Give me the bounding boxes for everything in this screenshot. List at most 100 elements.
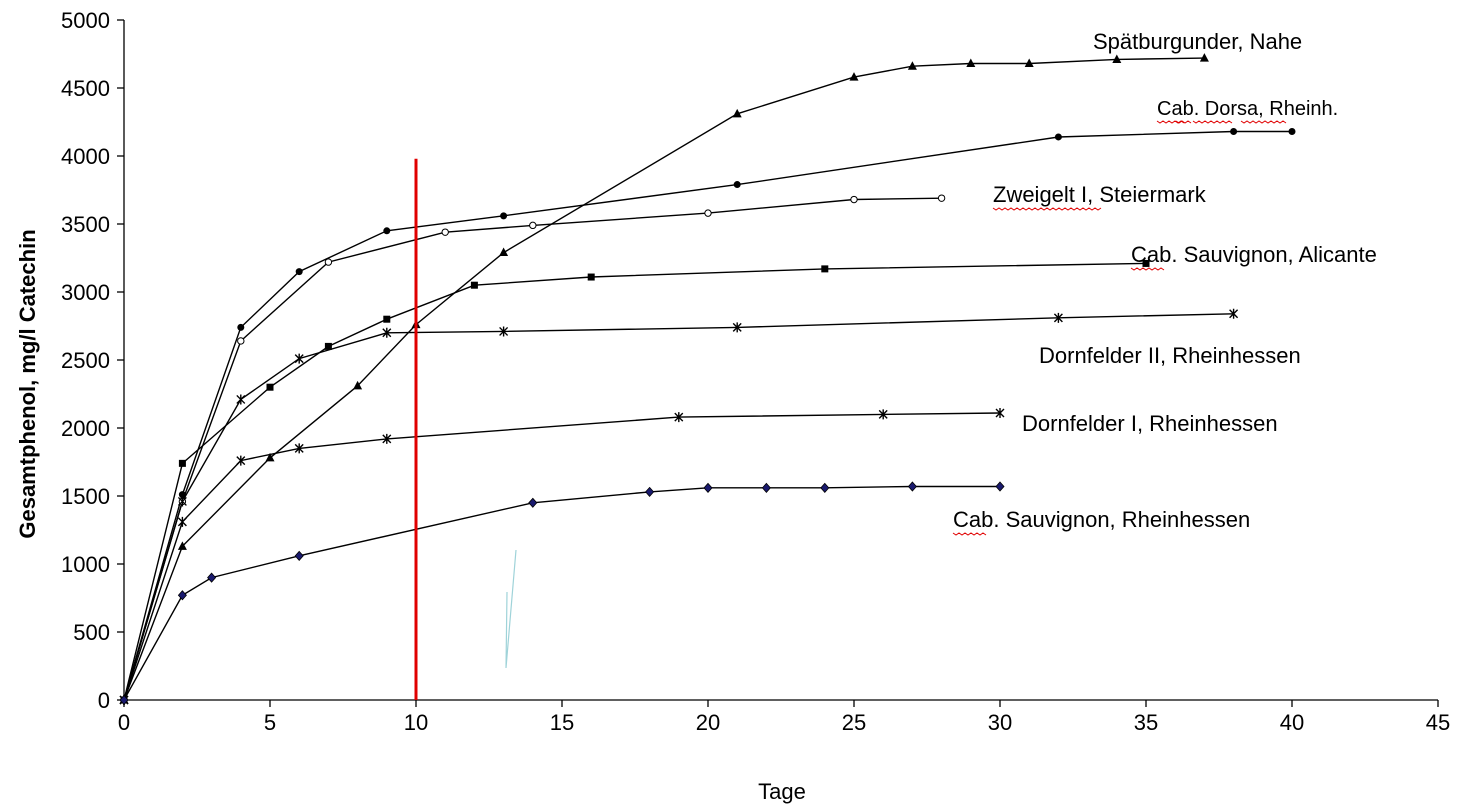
triangle-marker xyxy=(499,247,509,257)
diamond-marker xyxy=(645,486,655,498)
asterisk-marker xyxy=(1053,312,1063,323)
x-tick-label: 40 xyxy=(1280,710,1304,735)
open-circle-marker xyxy=(324,258,333,266)
asterisk-marker xyxy=(382,327,392,338)
y-axis-title: Gesamtphenol, mg/l Catechin xyxy=(15,229,40,538)
asterisk-marker xyxy=(236,455,246,466)
circle-marker xyxy=(500,212,508,220)
series-line-5 xyxy=(123,412,1001,701)
series-label-dornfelder-1: Dornfelder I, Rheinhessen xyxy=(1022,411,1278,436)
circle-marker xyxy=(1054,133,1062,141)
open-circle-marker xyxy=(441,228,449,236)
asterisk-marker xyxy=(177,496,187,507)
series-line-2 xyxy=(123,197,942,701)
spellcheck-underline xyxy=(1130,267,1165,271)
y-tick-label: 4000 xyxy=(61,144,110,169)
series-lines xyxy=(123,57,1292,701)
diamond-marker xyxy=(995,481,1005,492)
square-marker xyxy=(821,265,829,273)
triangle-marker xyxy=(849,72,859,81)
x-tick-label: 0 xyxy=(118,710,130,735)
asterisk-marker xyxy=(294,353,304,364)
asterisk-marker xyxy=(236,394,246,405)
asterisk-marker xyxy=(878,409,888,420)
diamond-marker xyxy=(703,482,713,493)
triangle-marker xyxy=(1024,58,1034,68)
triangle-marker xyxy=(1112,54,1122,63)
open-circle-marker xyxy=(704,209,712,217)
square-marker xyxy=(470,281,478,289)
triangle-marker xyxy=(907,61,917,70)
diamond-marker xyxy=(207,572,217,583)
spellcheck-underline xyxy=(1240,120,1287,124)
y-tick-label: 1500 xyxy=(61,484,110,509)
circle-marker xyxy=(1288,128,1296,136)
diamond-marker xyxy=(119,694,129,706)
series-label-cab-sauvignon-rheinhessen: Cab. Sauvignon, Rheinhessen xyxy=(953,507,1250,532)
square-marker xyxy=(383,315,391,323)
circle-marker xyxy=(383,227,391,235)
y-tick-label: 4500 xyxy=(61,76,110,101)
spellcheck-underline xyxy=(992,207,1102,211)
circle-marker xyxy=(1230,128,1238,136)
open-circle-marker xyxy=(237,337,245,345)
series-label-cab-dorsa: Cab. Dorsa, Rheinh. xyxy=(1157,98,1338,120)
x-tick-label: 20 xyxy=(696,710,720,735)
spellcheck-underline xyxy=(1192,120,1233,124)
ticks: 0 5 10 15 20 25 30 35 40 45 0 500 1000 1500 2000 2500 30… xyxy=(61,8,1450,735)
square-marker xyxy=(324,342,332,350)
diamond-marker xyxy=(294,550,304,561)
x-tick-label: 10 xyxy=(404,710,428,735)
diamond-marker xyxy=(177,590,187,601)
spellcheck-underline xyxy=(1156,120,1185,124)
y-tick-label: 2000 xyxy=(61,416,110,441)
open-circle-marker xyxy=(850,195,858,204)
open-circle-marker xyxy=(529,221,537,230)
x-tick-label: 15 xyxy=(550,710,574,735)
series-label-zweigelt: Zweigelt I, Steiermark xyxy=(993,182,1207,207)
diamond-marker xyxy=(907,481,917,492)
circle-marker xyxy=(733,181,741,189)
asterisk-marker xyxy=(732,322,742,333)
square-marker xyxy=(1142,259,1150,267)
y-tick-label: 5000 xyxy=(61,8,110,33)
asterisk-marker xyxy=(294,443,304,454)
series-line-0 xyxy=(123,57,1205,701)
series-label-dornfelder-2: Dornfelder II, Rheinhessen xyxy=(1039,343,1301,368)
circle-marker xyxy=(237,323,245,331)
triangle-marker xyxy=(177,541,187,550)
series-label-cab-sauvignon-alicante: Cab. Sauvignon, Alicante xyxy=(1131,242,1377,267)
spellcheck-underlines xyxy=(952,120,1287,536)
series-line-1 xyxy=(123,130,1292,701)
triangle-marker xyxy=(265,452,275,462)
square-marker xyxy=(266,383,274,391)
asterisk-marker xyxy=(995,408,1005,419)
diamond-marker xyxy=(761,482,771,493)
x-tick-label: 45 xyxy=(1426,710,1450,735)
triangle-marker xyxy=(1199,53,1209,62)
y-tick-label: 0 xyxy=(98,688,110,713)
triangle-marker xyxy=(966,58,976,68)
stray-stroke xyxy=(505,549,517,669)
series-label-spaetburgunder: Spätburgunder, Nahe xyxy=(1093,29,1302,54)
circle-marker xyxy=(178,491,186,499)
asterisk-marker xyxy=(177,516,187,527)
asterisk-marker xyxy=(674,412,684,423)
triangle-marker xyxy=(732,108,742,118)
x-tick-label: 5 xyxy=(264,710,276,735)
series-line-6 xyxy=(123,485,1000,701)
x-axis-title: Tage xyxy=(758,779,806,804)
y-tick-label: 3000 xyxy=(61,280,110,305)
x-tick-label: 35 xyxy=(1134,710,1158,735)
y-tick-label: 500 xyxy=(73,620,110,645)
spellcheck-underline xyxy=(1175,120,1192,124)
triangle-marker xyxy=(353,380,363,390)
x-tick-label: 25 xyxy=(842,710,866,735)
spellcheck-underline xyxy=(952,532,987,536)
y-tick-label: 3500 xyxy=(61,212,110,237)
open-circle-marker xyxy=(937,194,946,202)
asterisk-marker xyxy=(499,326,509,337)
square-marker xyxy=(587,273,595,281)
square-marker xyxy=(178,459,186,467)
